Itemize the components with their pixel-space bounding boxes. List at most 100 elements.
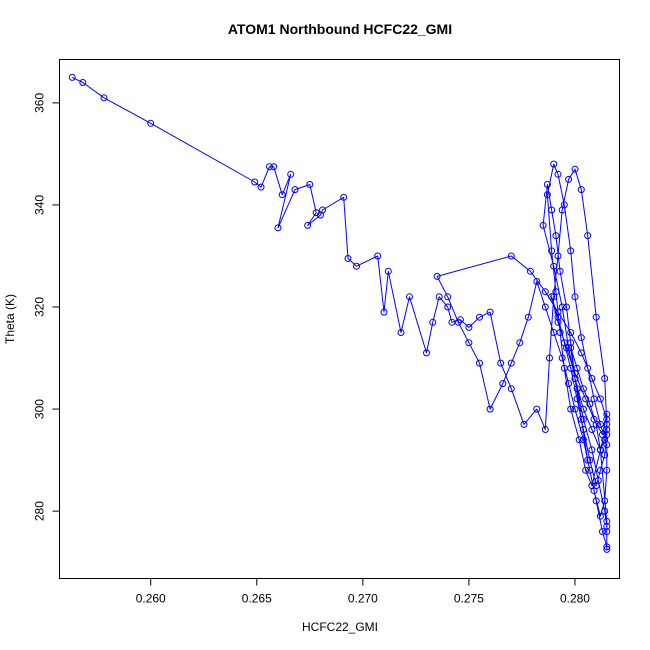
data-point bbox=[584, 364, 592, 372]
data-point bbox=[567, 344, 575, 352]
x-tick-label: 0.265 bbox=[242, 592, 272, 606]
data-point bbox=[476, 313, 483, 321]
y-axis: 280 300 320 340 360 bbox=[33, 93, 60, 521]
data-point bbox=[567, 329, 575, 336]
data-point bbox=[603, 517, 611, 525]
data-point bbox=[603, 426, 611, 433]
data-point bbox=[380, 308, 388, 316]
chart-title: ATOM1 Northbound HCFC22_GMI bbox=[228, 21, 452, 37]
plot-frame bbox=[59, 59, 620, 579]
data-point bbox=[582, 395, 590, 403]
data-point bbox=[306, 181, 314, 188]
data-point bbox=[596, 466, 604, 474]
data-point bbox=[444, 293, 452, 301]
data-point bbox=[567, 405, 575, 413]
data-point bbox=[588, 426, 596, 433]
data-point bbox=[520, 420, 528, 428]
data-point bbox=[444, 303, 452, 311]
y-tick-label: 340 bbox=[33, 195, 47, 215]
data-point bbox=[552, 232, 560, 240]
data-point bbox=[588, 446, 596, 454]
data-point bbox=[384, 267, 392, 275]
data-point bbox=[251, 178, 259, 186]
data-point bbox=[560, 201, 568, 209]
data-point bbox=[287, 170, 295, 178]
data-point bbox=[592, 313, 600, 321]
data-point bbox=[270, 163, 278, 171]
data-point bbox=[586, 400, 594, 408]
y-tick-label: 320 bbox=[33, 297, 47, 317]
x-tick-label: 0.275 bbox=[454, 592, 484, 606]
data-point bbox=[603, 522, 611, 530]
data-point bbox=[567, 247, 575, 255]
data-point bbox=[592, 497, 600, 505]
data-point bbox=[524, 313, 532, 321]
data-point bbox=[601, 436, 609, 444]
data-point bbox=[507, 385, 515, 393]
data-point bbox=[486, 405, 494, 413]
plot-area bbox=[68, 73, 611, 553]
data-point bbox=[573, 364, 581, 372]
data-point bbox=[554, 308, 562, 316]
data-point bbox=[565, 344, 573, 352]
data-point bbox=[486, 308, 494, 316]
data-point bbox=[543, 191, 551, 199]
data-point bbox=[584, 232, 592, 240]
data-point bbox=[601, 375, 609, 382]
x-axis: 0.260 0.265 0.270 0.275 0.280 bbox=[136, 578, 590, 606]
x-tick-label: 0.270 bbox=[348, 592, 378, 606]
data-point bbox=[550, 262, 558, 270]
data-point bbox=[571, 405, 579, 413]
data-point bbox=[353, 262, 360, 270]
data-point bbox=[100, 94, 108, 102]
data-point bbox=[79, 79, 87, 86]
data-point bbox=[541, 426, 549, 433]
data-point bbox=[596, 395, 604, 403]
y-tick-label: 360 bbox=[33, 93, 47, 113]
data-point bbox=[601, 451, 609, 459]
data-point bbox=[266, 163, 273, 171]
x-tick-label: 0.260 bbox=[136, 592, 166, 606]
data-point bbox=[499, 380, 507, 388]
data-point bbox=[579, 385, 587, 393]
data-point bbox=[558, 303, 566, 311]
data-point bbox=[548, 293, 556, 301]
data-point bbox=[577, 334, 585, 342]
data-point bbox=[541, 303, 549, 311]
data-point bbox=[571, 293, 579, 301]
data-point bbox=[433, 272, 441, 280]
data-point bbox=[603, 543, 611, 551]
data-point bbox=[586, 456, 594, 464]
data-point bbox=[550, 329, 558, 336]
x-axis-label: HCFC22_GMI bbox=[302, 620, 378, 634]
data-point bbox=[565, 175, 573, 183]
data-point bbox=[563, 344, 570, 352]
series-line bbox=[71, 76, 608, 550]
data-point bbox=[539, 221, 547, 229]
data-point bbox=[579, 415, 587, 423]
data-point bbox=[563, 303, 570, 311]
data-point bbox=[397, 329, 405, 336]
data-point bbox=[586, 466, 594, 474]
data-point bbox=[558, 354, 566, 362]
data-point bbox=[579, 405, 587, 413]
x-tick-label: 0.280 bbox=[560, 592, 590, 606]
data-point bbox=[304, 221, 312, 229]
data-point bbox=[575, 436, 583, 444]
data-point bbox=[516, 339, 524, 347]
data-point bbox=[571, 165, 579, 173]
data-point bbox=[596, 420, 604, 428]
data-point bbox=[554, 318, 562, 326]
data-point bbox=[577, 415, 585, 423]
data-point bbox=[603, 415, 611, 423]
data-point bbox=[278, 191, 286, 199]
data-point bbox=[579, 436, 587, 444]
data-point bbox=[548, 247, 556, 255]
data-point bbox=[579, 426, 587, 433]
data-point bbox=[601, 497, 609, 505]
data-point bbox=[533, 405, 541, 413]
data-point bbox=[577, 349, 585, 357]
data-point bbox=[319, 206, 326, 214]
data-point bbox=[592, 482, 600, 490]
